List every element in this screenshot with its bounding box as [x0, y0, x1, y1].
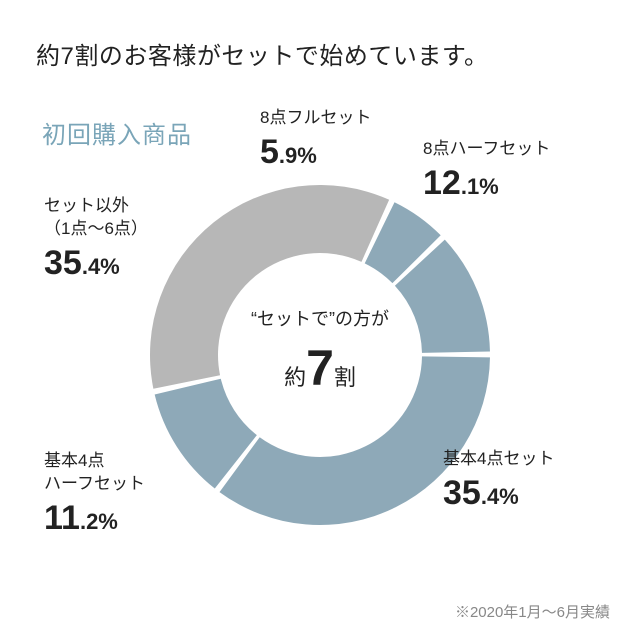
pct-int: 5 — [260, 133, 279, 171]
label-other: セット以外（1点〜6点）35.4% — [44, 195, 148, 287]
center-suffix: 割 — [334, 365, 356, 390]
label-pct: 11.2% — [44, 496, 145, 542]
chart-center-text: “セットで”の方が 約7割 — [251, 307, 389, 403]
pct-dec: .4% — [82, 254, 120, 279]
label-name: セット以外（1点〜6点） — [44, 195, 148, 241]
label-pct: 12.1% — [423, 161, 550, 207]
pct-int: 35 — [44, 244, 82, 282]
footnote: ※2020年1月〜6月実績 — [455, 601, 610, 622]
center-big-number: 7 — [306, 340, 334, 396]
label-basic4: 基本4点セット35.4% — [443, 448, 554, 517]
headline: 約7割のお客様がセットで始めています。 — [36, 36, 620, 71]
pct-int: 35 — [443, 474, 481, 512]
pct-int: 11 — [44, 499, 80, 537]
label-basic4h: 基本4点ハーフセット11.2% — [44, 450, 145, 542]
label-half8: 8点ハーフセット12.1% — [423, 138, 550, 207]
label-name: 基本4点ハーフセット — [44, 450, 145, 496]
pct-dec: .1% — [461, 174, 499, 199]
label-full8: 8点フルセット5.9% — [260, 107, 371, 176]
center-prefix: 約 — [284, 365, 306, 390]
pct-dec: .2% — [80, 509, 118, 534]
center-line1: “セットで”の方が — [251, 307, 389, 331]
center-line2: 約7割 — [251, 335, 389, 403]
label-pct: 5.9% — [260, 130, 371, 176]
pct-dec: .4% — [481, 484, 519, 509]
label-pct: 35.4% — [44, 241, 148, 287]
label-name: 8点フルセット — [260, 107, 371, 130]
pct-dec: .9% — [279, 143, 317, 168]
label-name: 基本4点セット — [443, 448, 554, 471]
label-name: 8点ハーフセット — [423, 138, 550, 161]
pct-int: 12 — [423, 164, 461, 202]
label-pct: 35.4% — [443, 471, 554, 517]
